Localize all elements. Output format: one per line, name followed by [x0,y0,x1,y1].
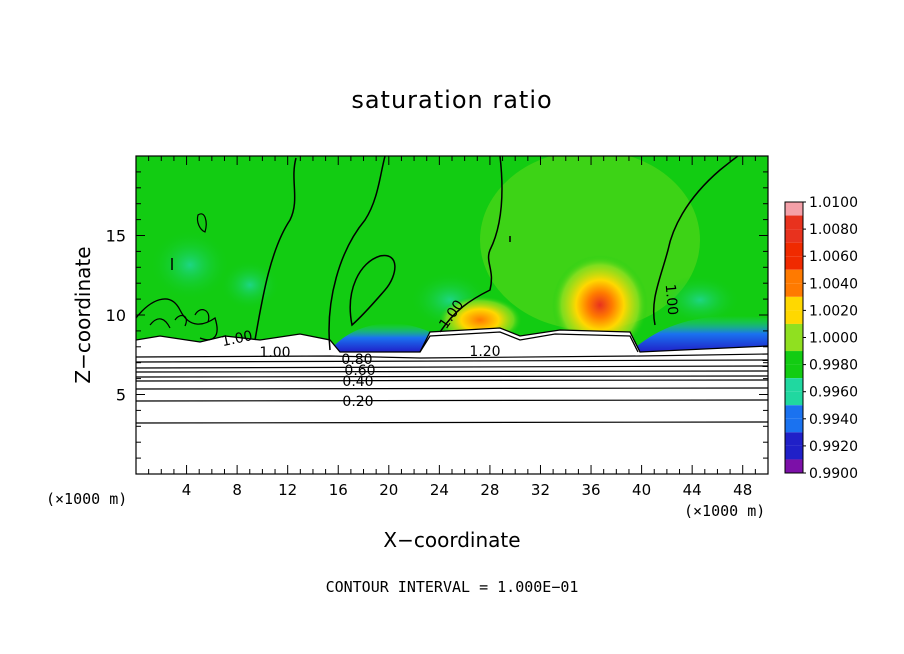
colorbar-label: 0.9920 [809,439,858,455]
colorbar-segment [785,459,803,473]
contour-line-0.4 [136,379,768,382]
colorbar-segment [785,269,803,284]
contour-line-0.2 [136,399,768,402]
colorbar-segment [785,215,803,230]
x-tick-label: 44 [683,481,702,499]
light-green-region [480,156,700,330]
x-tick-label: 24 [430,481,449,499]
colorbar-label: 1.0020 [809,303,858,319]
colorbar-label: 1.0000 [809,331,858,347]
x-tick-label: 4 [182,481,192,499]
chart-title: saturation ratio [351,86,553,114]
x-tick-label: 8 [232,481,242,499]
saturation-field [136,156,768,474]
colorbar-label: 0.9960 [809,385,858,401]
contour-line-0.8 [136,359,768,363]
contour-line-1.2 [419,331,639,353]
colorbar-label: 0.9900 [809,466,858,482]
colorbar-label: 1.0100 [809,195,858,211]
contour-closed-loop [349,254,396,327]
cyan-patch-left [150,230,230,300]
colorbar-segment [785,405,803,419]
colorbar-segment [785,202,803,216]
contour-line-1.0-base [136,327,768,353]
colorbar-segment [785,229,803,243]
colorbar-segment [785,418,803,433]
blue-region-mid [335,323,430,352]
x-tick-label: 20 [379,481,398,499]
contour-label: 1.00 [662,283,681,315]
colorbar-segment [785,391,803,406]
contour-label: 0.60 [344,363,375,379]
contour-label: 0.20 [342,394,373,410]
contour-line-4 [652,156,739,326]
contour-label: 1.20 [469,344,500,360]
y-tick-label: 5 [116,386,126,405]
contour-line-0.6 [136,370,768,373]
y-tick-label: 15 [106,227,126,246]
colorbar-segment [785,337,803,352]
colorbar-segment [785,296,803,311]
colorbar-segment [785,351,803,365]
colorbar-label: 1.0080 [809,222,858,238]
contour-line-3 [439,156,503,333]
colorbar-segment [785,378,803,392]
x-tick-label: 36 [581,481,600,499]
colorbar-segment [785,323,803,338]
x-unit-left: (×1000 m) [46,490,128,508]
contour-interval-note: CONTOUR INTERVAL = 1.000E−01 [325,578,579,596]
colorbar-segment [785,364,803,379]
colorbar-label: 1.0060 [809,249,858,265]
colorbar-segment [785,242,803,257]
x-tick-label: 32 [531,481,550,499]
cyan-patch-right [660,275,740,325]
cyan-patch-left-2 [220,260,280,310]
colorbar-label: 0.9980 [809,358,858,374]
x-tick-label: 40 [632,481,651,499]
contour-label: 1.00 [220,328,254,350]
y-tick-label: 10 [106,306,126,325]
colorbar-label: 0.9940 [809,412,858,428]
x-tick-label: 16 [329,481,348,499]
colorbar-segment [785,432,803,446]
contour-label: 1.00 [259,345,290,361]
colorbar-segment [785,283,803,297]
blue-region-right [630,315,768,352]
colorbar-segment [785,256,803,270]
colorbar-label: 1.0040 [809,276,858,292]
contour-line-1 [254,157,297,341]
x-unit-right: (×1000 m) [684,502,766,520]
contour-label: 0.40 [342,374,373,390]
contour-label: 0.80 [341,352,372,368]
colorbar-segment [785,310,803,324]
x-tick-label: 48 [733,481,752,499]
colorbar-segment [785,445,803,460]
x-axis-label: X−coordinate [383,528,521,552]
x-tick-label: 28 [480,481,499,499]
x-tick-label: 12 [278,481,297,499]
contour-line-2 [328,156,386,351]
